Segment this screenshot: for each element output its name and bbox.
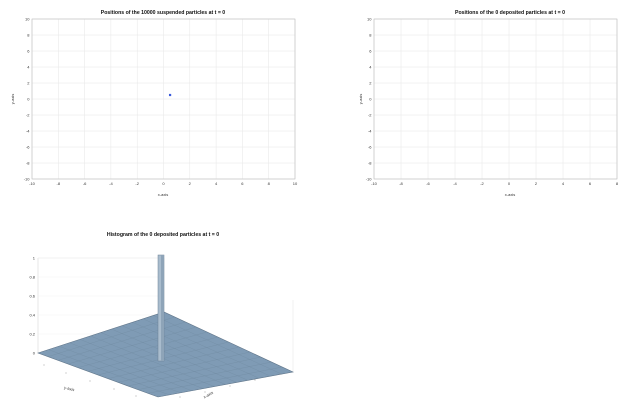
chart2-xtick-label: -6 [426, 181, 430, 186]
chart3-floor-mesh [147, 366, 283, 394]
chart2-xtick-label: 0 [508, 181, 511, 186]
chart1-ytick-label: 6 [27, 48, 30, 53]
chart1-xtick-label: -6 [83, 181, 87, 186]
chart3-ztick-label: 1 [33, 255, 36, 260]
chart1-ytick-label: -4 [26, 128, 30, 133]
chart2-ytick-label: 0 [369, 96, 372, 101]
chart3-ytick-mark [65, 372, 67, 374]
chart1-ytick-label: 10 [25, 16, 30, 21]
chart1-xtick-label: -4 [109, 181, 113, 186]
chart2-xtick-label: 8 [616, 181, 619, 186]
chart1-ytick-label: 4 [27, 64, 30, 69]
chart1-xlabel: x-axis [158, 192, 168, 197]
chart1-point [168, 93, 172, 97]
chart1-ytick-label: 0 [27, 96, 30, 101]
chart1-xtick-label: 8 [268, 181, 271, 186]
chart3-floor-surface [37, 311, 294, 398]
chart3-title: Histogram of the 0 deposited particles a… [107, 232, 219, 238]
chart2-xtick-label: 4 [562, 181, 565, 186]
chart2-xtick-label: 2 [535, 181, 538, 186]
chart2-ytick-label: 4 [369, 64, 372, 69]
chart2-ytick-label: 2 [369, 80, 372, 85]
chart1-xtick-label: 2 [189, 181, 192, 186]
chart2-title: Positions of the 0 deposited particles a… [455, 10, 565, 16]
chart2-ylabel: y-axis [358, 94, 363, 104]
chart3-peak-bar-side [161, 255, 164, 361]
chart3-xtick-mark [204, 391, 206, 393]
chart1-ytick-label: 2 [27, 80, 30, 85]
chart1-axes-box [31, 18, 296, 180]
suspended-particles-chart: Positions of the 10000 suspended particl… [10, 10, 298, 197]
chart2-ytick-label: -2 [368, 112, 372, 117]
chart2-ytick-label: -4 [368, 128, 372, 133]
chart1-title: Positions of the 10000 suspended particl… [101, 10, 226, 16]
chart3-floor-mesh [137, 361, 272, 390]
deposited-histogram-3d: Histogram of the 0 deposited particles a… [29, 232, 294, 400]
chart1-ytick-label: -8 [26, 160, 30, 165]
chart1-xtick-label: 0 [162, 181, 165, 186]
chart1-xtick-label: 6 [241, 181, 244, 186]
chart1-ylabel: y-axis [10, 94, 15, 104]
chart2-ytick-label: 8 [369, 32, 372, 37]
chart2-xtick-label: -10 [371, 181, 378, 186]
chart3-ytick-mark [113, 388, 115, 390]
chart1-ytick-label: -6 [26, 144, 30, 149]
chart2-xtick-label: 6 [589, 181, 592, 186]
chart3-xtick-mark [179, 396, 181, 398]
chart3-ztick-label: 0.2 [29, 331, 35, 336]
chart1-xtick-label: 10 [293, 181, 298, 186]
chart2-xtick-label: -4 [453, 181, 457, 186]
chart1-xtick-label: -2 [135, 181, 139, 186]
chart3-xtick-mark [279, 373, 281, 375]
chart2-xtick-label: -8 [399, 181, 403, 186]
chart2-axes-box [373, 18, 618, 180]
chart2-ytick-label: -6 [368, 144, 372, 149]
chart1-xtick-label: -10 [29, 181, 36, 186]
chart3-xtick-mark [229, 385, 231, 387]
chart3-ztick-label: 0.8 [29, 274, 35, 279]
chart3-ytick-mark [135, 395, 137, 397]
chart1-ytick-label: 8 [27, 32, 30, 37]
chart2-ytick-label: -8 [368, 160, 372, 165]
chart3-ztick-label: 0.6 [29, 293, 35, 298]
chart3-ztick-label: 0 [33, 350, 36, 355]
chart3-ytick-mark [43, 364, 45, 366]
chart1-ytick-label: -2 [26, 112, 30, 117]
chart1-xtick-label: -8 [57, 181, 61, 186]
chart3-xtick-mark [254, 379, 256, 381]
chart2-ytick-label: 10 [367, 16, 372, 21]
deposited-particles-chart: Positions of the 0 deposited particles a… [358, 10, 619, 197]
chart1-xtick-label: 4 [215, 181, 218, 186]
chart2-ytick-label: 6 [369, 48, 372, 53]
chart2-ytick-label: -10 [366, 176, 373, 181]
chart3-ytick-mark [89, 380, 91, 382]
chart3-xlabel: x-axis [202, 390, 214, 400]
chart3-ylabel: y-axis [64, 385, 75, 392]
chart1-ytick-label: -10 [24, 176, 31, 181]
chart2-xlabel: x-axis [505, 192, 515, 197]
chart2-xtick-label: -2 [480, 181, 484, 186]
chart3-ztick-label: 0.4 [29, 312, 35, 317]
chart3-floor-mesh [153, 315, 282, 375]
